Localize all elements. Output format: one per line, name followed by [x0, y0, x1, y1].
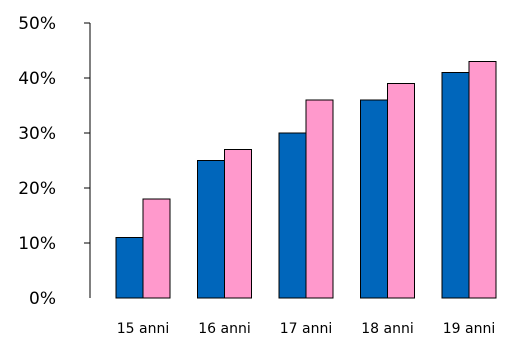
bar-17-anni-series-2: [305, 99, 334, 299]
bar-15-anni-series-2: [142, 198, 171, 299]
bar-18-anni-series-1: [360, 99, 388, 299]
y-tick-label: 50%: [18, 14, 56, 34]
x-category-label: 16 anni: [198, 321, 250, 337]
bar-17-anni-series-1: [278, 132, 307, 299]
bar-15-anni-series-1: [115, 237, 144, 299]
y-tick-label: 20%: [18, 179, 56, 199]
bar-16-anni-series-1: [197, 160, 225, 299]
y-tick-label: 10%: [18, 234, 56, 254]
bar-19-anni-series-2: [468, 61, 497, 299]
y-tick-label: 30%: [18, 124, 56, 144]
y-axis: 0% 10% 20% 30% 40% 50%: [18, 14, 91, 309]
bar-16-anni-series-2: [224, 149, 252, 299]
bar-18-anni-series-2: [387, 83, 415, 299]
y-tick-label: 0%: [29, 289, 56, 309]
x-category-label: 19 anni: [443, 321, 495, 337]
x-category-label: 17 anni: [280, 321, 332, 337]
x-category-label: 15 anni: [117, 321, 169, 337]
bars: [115, 61, 497, 299]
x-category-label: 18 anni: [361, 321, 413, 337]
x-axis-labels: 15 anni 16 anni 17 anni 18 anni 19 anni: [117, 321, 495, 337]
bar-19-anni-series-1: [441, 72, 470, 299]
y-tick-label: 40%: [18, 69, 56, 89]
